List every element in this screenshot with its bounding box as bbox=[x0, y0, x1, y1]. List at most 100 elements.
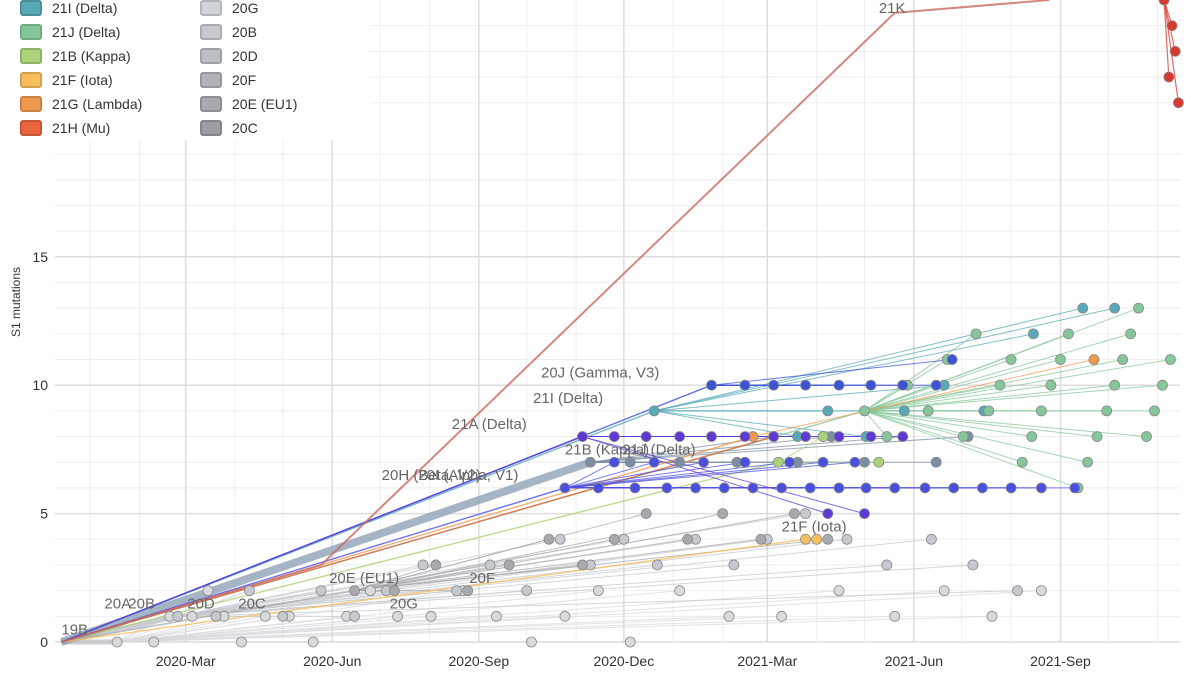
x-tick-label: 2021-Sep bbox=[1030, 653, 1091, 669]
data-point bbox=[938, 585, 950, 597]
legend: 21I (Delta) 21J (Delta) 21B (Kappa) 21F (Io… bbox=[0, 0, 370, 140]
legend-label: 21I (Delta) bbox=[52, 0, 118, 16]
legend-item[interactable]: 21F (Iota) bbox=[20, 69, 113, 91]
branch bbox=[117, 615, 992, 643]
data-point bbox=[315, 585, 327, 597]
data-point bbox=[1016, 456, 1028, 468]
branch bbox=[564, 461, 790, 489]
legend-label: 20F bbox=[232, 72, 257, 88]
branch bbox=[117, 590, 945, 643]
clade-label: 20I (Alpha, V1) bbox=[418, 467, 518, 484]
legend-label: 20D bbox=[232, 48, 258, 64]
legend-label: 20G bbox=[232, 0, 259, 16]
data-point bbox=[1141, 431, 1152, 442]
legend-item[interactable]: 20G bbox=[200, 0, 258, 19]
legend-swatch bbox=[200, 120, 222, 136]
branch bbox=[864, 410, 1079, 489]
data-point bbox=[651, 559, 663, 571]
data-point bbox=[957, 431, 969, 442]
data-point bbox=[1082, 456, 1093, 468]
branch-stem bbox=[61, 0, 1050, 643]
branch bbox=[864, 410, 888, 437]
branch bbox=[582, 436, 828, 515]
data-point bbox=[674, 456, 686, 468]
branch-stem bbox=[60, 458, 592, 646]
legend-item[interactable]: 21H (Mu) bbox=[20, 117, 110, 139]
data-point bbox=[417, 559, 429, 571]
clade-label: 21J (Delta) bbox=[622, 442, 695, 459]
data-point bbox=[739, 379, 751, 391]
branch bbox=[864, 410, 1023, 463]
data-point bbox=[202, 585, 214, 597]
data-point bbox=[425, 610, 437, 622]
branch bbox=[654, 307, 1115, 412]
legend-item[interactable]: 21G (Lambda) bbox=[20, 93, 142, 115]
data-point bbox=[865, 431, 877, 442]
data-point bbox=[484, 559, 496, 571]
branch bbox=[864, 384, 1051, 412]
legend-label: 20B bbox=[232, 24, 257, 40]
data-point bbox=[210, 610, 222, 622]
data-point bbox=[889, 610, 901, 622]
data-point bbox=[833, 482, 845, 494]
legend-item[interactable]: 20C bbox=[200, 117, 258, 139]
x-tick-label: 2021-Mar bbox=[737, 653, 797, 669]
data-point bbox=[859, 405, 870, 417]
data-point bbox=[739, 431, 751, 442]
data-point bbox=[983, 405, 995, 417]
branch bbox=[864, 359, 1061, 412]
clade-label: 20C bbox=[238, 596, 266, 613]
legend-item[interactable]: 21I (Delta) bbox=[20, 0, 117, 19]
legend-swatch bbox=[200, 72, 222, 88]
legend-label: 21B (Kappa) bbox=[52, 48, 131, 64]
branch-stem bbox=[61, 589, 355, 643]
branch bbox=[752, 359, 1095, 438]
data-point bbox=[817, 431, 829, 442]
data-point bbox=[718, 482, 730, 494]
data-point bbox=[526, 636, 537, 648]
data-point bbox=[503, 559, 515, 571]
branch bbox=[864, 333, 977, 412]
legend-item[interactable]: 21J (Delta) bbox=[20, 21, 120, 43]
legend-item[interactable]: 20F bbox=[200, 69, 256, 91]
data-point bbox=[822, 533, 834, 545]
data-point bbox=[776, 482, 788, 494]
data-point bbox=[967, 559, 979, 571]
data-point bbox=[624, 636, 636, 648]
data-point bbox=[926, 533, 937, 545]
data-point bbox=[1165, 354, 1176, 365]
data-point bbox=[1101, 405, 1113, 417]
clade-label: 20E (EU1) bbox=[329, 570, 399, 587]
data-point bbox=[898, 405, 910, 417]
data-point bbox=[1026, 431, 1038, 442]
data-point bbox=[1133, 302, 1144, 314]
data-point bbox=[800, 379, 811, 391]
branch bbox=[864, 333, 1131, 412]
legend-item[interactable]: 21B (Kappa) bbox=[20, 45, 131, 67]
data-point bbox=[585, 456, 596, 468]
data-point bbox=[930, 456, 942, 468]
data-point bbox=[1005, 482, 1017, 494]
data-point bbox=[661, 482, 673, 494]
data-point bbox=[451, 585, 462, 597]
data-point bbox=[111, 636, 123, 648]
data-point bbox=[755, 533, 767, 545]
data-point bbox=[1158, 0, 1170, 6]
x-tick-label: 2020-Dec bbox=[594, 653, 655, 669]
clade-label: 20B bbox=[128, 596, 155, 613]
legend-item[interactable]: 20D bbox=[200, 45, 258, 67]
legend-label: 21G (Lambda) bbox=[52, 96, 143, 112]
legend-swatch bbox=[20, 48, 42, 64]
data-point bbox=[430, 559, 442, 571]
branch bbox=[778, 436, 824, 463]
data-point bbox=[822, 405, 834, 417]
data-point bbox=[186, 610, 198, 622]
data-point bbox=[1125, 328, 1137, 340]
clade-label: 21F (Iota) bbox=[782, 519, 847, 536]
data-point bbox=[490, 610, 502, 622]
legend-item[interactable]: 20E (EU1) bbox=[200, 93, 297, 115]
legend-item[interactable]: 20B bbox=[200, 21, 257, 43]
branch bbox=[564, 461, 615, 489]
data-point bbox=[592, 585, 604, 597]
data-point bbox=[648, 405, 660, 417]
